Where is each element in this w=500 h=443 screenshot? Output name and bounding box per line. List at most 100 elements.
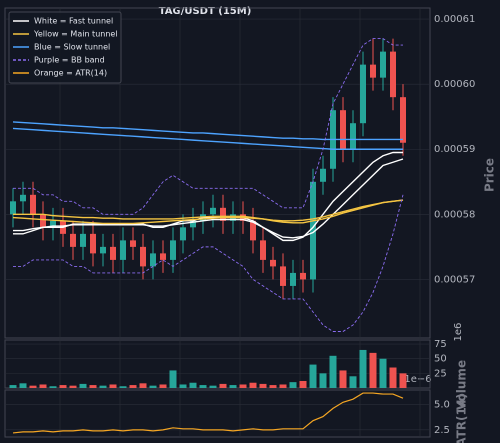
volume-bar: [369, 352, 377, 388]
volume-bar: [299, 380, 307, 388]
volume-bar: [259, 383, 267, 388]
volume-bar: [49, 386, 57, 388]
candle-body: [90, 233, 96, 254]
candle-body: [10, 201, 16, 215]
candle-body: [280, 266, 286, 286]
volume-bar: [99, 385, 107, 388]
legend-label: Blue = Slow tunnel: [34, 43, 110, 52]
volume-bar: [339, 370, 347, 388]
volume-bar: [359, 349, 367, 388]
y-tick-label: 5.0: [434, 399, 450, 410]
volume-bar: [109, 384, 117, 388]
candle-body: [150, 253, 156, 267]
panel: [4, 389, 431, 438]
panel: [4, 7, 431, 339]
volume-bar: [239, 384, 247, 388]
volume-bar: [29, 385, 37, 388]
volume-bar: [269, 385, 277, 388]
candle-body: [120, 240, 126, 260]
candle-body: [250, 220, 256, 241]
candle-body: [310, 181, 316, 280]
legend-label: White = Fast tunnel: [34, 17, 113, 26]
volume-bar: [209, 385, 217, 388]
volume-bar: [9, 385, 17, 388]
volume-bar: [349, 376, 357, 388]
legend-box: [8, 11, 122, 84]
y-tick-label: 50: [434, 354, 447, 365]
volume-bar: [19, 383, 27, 388]
volume-offset: 1e6: [453, 323, 464, 342]
candle-body: [390, 51, 396, 98]
volume-bar: [129, 385, 137, 388]
atr-axis-label: ATR(14): [455, 393, 469, 443]
volume-bar: [329, 355, 337, 388]
overlay-line: [12, 199, 404, 225]
volume-bar: [229, 385, 237, 388]
volume-bar: [399, 373, 407, 388]
candle-body: [190, 220, 196, 228]
y-tick-label: 0.00057: [434, 274, 475, 285]
legend-label: Purple = BB band: [34, 56, 105, 65]
candle-body: [340, 110, 346, 150]
overlay-line: [13, 199, 404, 224]
candle-body: [40, 214, 46, 228]
overlay-line: [12, 127, 403, 150]
volume-bar: [119, 386, 127, 388]
candle-body: [320, 168, 326, 182]
candle-body: [270, 259, 276, 267]
candle-body: [30, 194, 36, 215]
volume-bar: [149, 385, 157, 388]
y-tick-label: 0.00058: [434, 209, 475, 220]
panel: [4, 339, 431, 389]
candle-body: [110, 246, 116, 260]
y-tick-label: 75: [434, 339, 447, 350]
volume-bar: [279, 384, 287, 388]
candle-body: [260, 240, 266, 260]
candle-body: [380, 51, 386, 78]
volume-bar: [319, 373, 327, 388]
volume-bar: [169, 370, 177, 388]
volume-bar: [89, 385, 97, 388]
candle-body: [400, 97, 406, 143]
overlay-line: [12, 121, 403, 141]
candle-body: [170, 240, 176, 260]
volume-bar: [69, 385, 77, 388]
y-tick-label: 2.5: [434, 425, 450, 436]
volume-bar: [309, 364, 317, 388]
volume-bar: [59, 385, 67, 388]
volume-bar: [39, 384, 47, 388]
candle-body: [180, 227, 186, 241]
y-tick-label: 0.00061: [434, 14, 475, 25]
candle-body: [140, 246, 146, 267]
volume-bar: [249, 382, 257, 388]
candle-body: [290, 272, 296, 286]
volume-bar: [179, 384, 187, 388]
y-tick-label: 25: [434, 368, 447, 379]
y-tick-label: 0.00059: [434, 144, 475, 155]
y-tick-label: 0.00060: [434, 79, 475, 90]
candle-body: [350, 123, 356, 150]
candle-body: [100, 246, 106, 254]
volume-bar: [79, 383, 87, 388]
candle-body: [370, 64, 376, 78]
candle-body: [20, 194, 26, 202]
candle-body: [210, 207, 216, 215]
volume-bar: [159, 384, 167, 388]
candle-body: [80, 233, 86, 247]
volume-bar: [199, 385, 207, 388]
candle-body: [50, 220, 56, 228]
legend-label: Orange = ATR(14): [34, 69, 107, 78]
legend-label: Yellow = Main tunnel: [33, 30, 118, 39]
chart-title: TAG/USDT (15M): [159, 6, 252, 17]
overlay-line: [13, 194, 404, 332]
volume-bar: [139, 383, 147, 388]
candle-body: [130, 240, 136, 247]
volume-bar: [189, 382, 197, 388]
candle-body: [360, 64, 366, 124]
volume-bar: [219, 383, 227, 388]
candle-body: [300, 272, 306, 280]
overlay-line: [13, 158, 404, 239]
volume-bar: [379, 358, 387, 388]
